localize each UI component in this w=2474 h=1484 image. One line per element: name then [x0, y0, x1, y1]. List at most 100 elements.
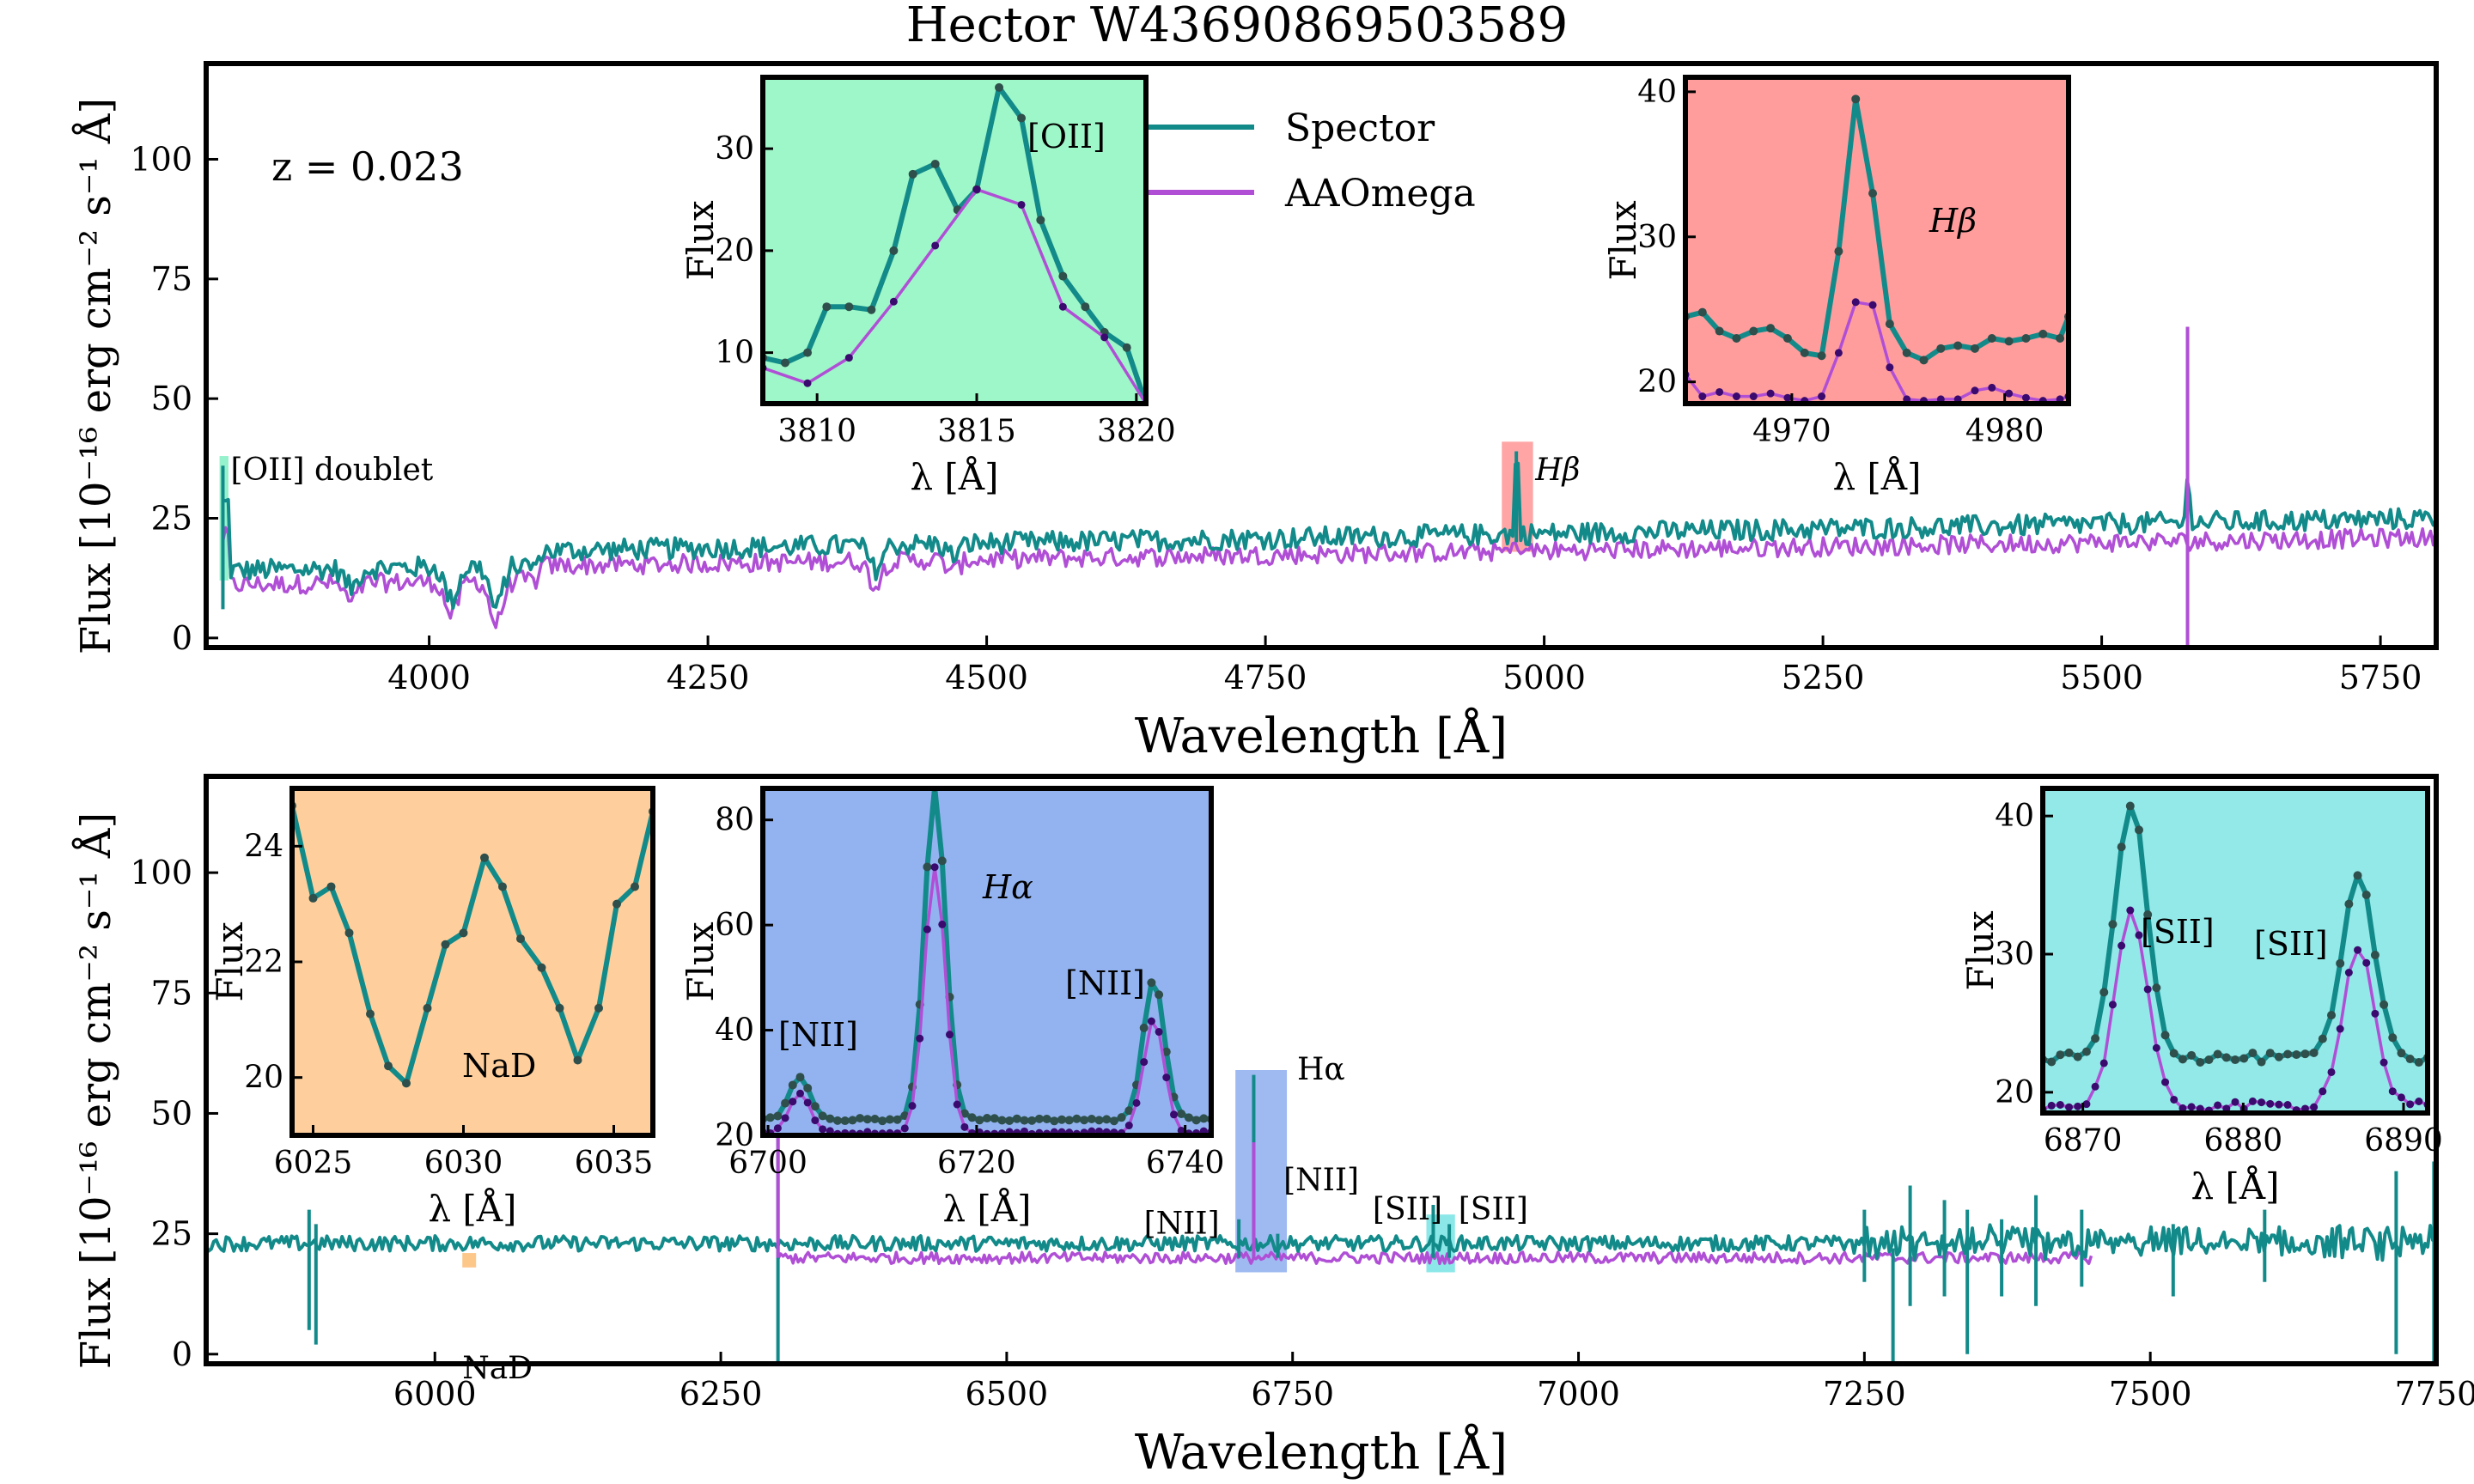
- inset-hbeta-aaomega-point: [1818, 392, 1826, 401]
- inset-sii-frame: [2040, 786, 2430, 1116]
- inset-sii-spector-point: [2196, 1057, 2205, 1067]
- top-panel-ytick-label: 25: [151, 500, 192, 538]
- bottom-panel-xtick-label: 6500: [966, 1375, 1049, 1413]
- inset-halpha-spector-point: [975, 1116, 984, 1125]
- inset-nad-spector-point: [573, 1055, 582, 1065]
- inset-nad-label: NaD: [462, 1047, 536, 1085]
- inset-halpha-xtick-label: 6700: [728, 1146, 807, 1181]
- inset-sii-aaomega-point: [2187, 1103, 2196, 1111]
- inset-sii-spector-point: [2397, 1049, 2406, 1058]
- inset-hbeta-spector-point: [2004, 337, 2014, 346]
- inset-oii-spector-point: [889, 246, 899, 255]
- inset-hbeta-spector-point: [1732, 334, 1741, 343]
- nad-highlight: [462, 1253, 477, 1268]
- inset-halpha-spector-point: [1020, 1116, 1029, 1125]
- inset-nad-spector-point: [326, 882, 336, 891]
- top-panel-ytick-label: 50: [151, 380, 192, 417]
- inset-sii-spector-point: [2047, 1057, 2057, 1067]
- inset-hbeta-aaomega-point: [1698, 392, 1707, 401]
- top-panel-ytick-label: 100: [130, 140, 192, 178]
- inset-hbeta-aaomega-point: [1783, 393, 1792, 402]
- inset-sii-aaomega-point: [2135, 931, 2143, 940]
- top-panel-ytick-label: 0: [172, 619, 192, 657]
- inset-halpha-spector-point: [773, 1111, 783, 1121]
- inset-oii-frame: [760, 75, 1149, 406]
- inset-halpha-spector-point: [1155, 990, 1164, 1000]
- inset-oii-spector-point: [1036, 216, 1045, 225]
- inset-oii-background: [763, 77, 1146, 404]
- inset-halpha-spector-point: [1117, 1113, 1126, 1122]
- inset-sii-spector-point: [2248, 1049, 2258, 1058]
- inset-nad-spector-point: [594, 1003, 603, 1013]
- bottom-panel-ytick-label: 0: [172, 1335, 192, 1373]
- inset-halpha-spector-point: [1161, 1047, 1171, 1056]
- inset-sii-aaomega-point: [2310, 1103, 2319, 1111]
- inset-halpha-spector-point: [1147, 978, 1156, 988]
- inset-halpha-ylabel: Flux: [679, 921, 722, 1002]
- inset-sii-aaomega-point: [2143, 985, 2152, 994]
- inset-halpha: 6700 6720 6740 20 40 60 80 λ [Å] Flux [NII] Hα [NII…: [679, 786, 1224, 1230]
- inset-halpha-spector-point: [765, 1113, 775, 1122]
- inset-sii-aaomega-point: [2126, 906, 2135, 915]
- inset-halpha-spector-point: [818, 1111, 827, 1121]
- inset-sii-spector-point: [2213, 1049, 2222, 1059]
- inset-sii-aaomega-point: [2397, 1093, 2405, 1102]
- inset-halpha-spector-point: [1027, 1116, 1037, 1125]
- top-panel-ytick-label: 75: [151, 260, 192, 298]
- inset-sii-spector-point: [2283, 1049, 2293, 1059]
- inset-sii-aaomega-point: [2336, 1025, 2344, 1033]
- inset-sii-xlabel: λ [Å]: [2191, 1165, 2279, 1207]
- label-nii-right-main: [NII]: [1283, 1163, 1359, 1198]
- inset-halpha-spector-point: [960, 1109, 969, 1118]
- inset-sii-spector-point: [2099, 988, 2109, 997]
- inset-oii-aaomega-point: [889, 297, 898, 306]
- inset-hbeta-aaomega-point: [1988, 383, 1996, 392]
- inset-sii-ylabel: Flux: [1959, 910, 2002, 991]
- inset-halpha-spector-point: [990, 1114, 999, 1123]
- inset-sii-label-right: [SII]: [2254, 925, 2328, 963]
- inset-hbeta-aaomega-point: [1749, 392, 1758, 401]
- inset-nad-background: [292, 788, 653, 1135]
- inset-nad-spector-point: [516, 934, 525, 944]
- inset-sii-spector-point: [2336, 958, 2345, 968]
- inset-nad-xtick-label: 6035: [575, 1146, 654, 1181]
- inset-halpha-spector-point: [1087, 1115, 1096, 1124]
- inset-hbeta-aaomega-point: [1715, 387, 1724, 396]
- inset-hbeta-xtick-label: 4970: [1752, 414, 1831, 449]
- inset-halpha-spector-point: [1199, 1114, 1209, 1123]
- inset-oii-xtick-label: 3820: [1097, 414, 1176, 449]
- inset-nad: 6025 6030 6035 20 22 24 λ [Å] Flux NaD: [209, 786, 655, 1230]
- inset-halpha-spector-point: [1034, 1114, 1044, 1123]
- inset-hbeta-spector-point: [1885, 319, 1894, 329]
- inset-oii-spector-point: [930, 159, 940, 168]
- inset-oii-spector-point: [995, 82, 1004, 92]
- redshift-annotation: z = 0.023: [271, 143, 464, 190]
- inset-oii-data: [763, 82, 1146, 404]
- label-nad-main: NaD: [462, 1351, 533, 1386]
- inset-sii-spector-point: [2388, 1033, 2398, 1043]
- bottom-panel-xtick-label: 6000: [393, 1375, 477, 1413]
- inset-sii-aaomega-point: [2344, 968, 2353, 976]
- inset-halpha-aaomega-point: [1155, 1028, 1163, 1037]
- inset-sii-spector-point: [2169, 1049, 2178, 1058]
- inset-hbeta-xlabel: λ [Å]: [1832, 455, 1921, 498]
- inset-halpha-aaomega-point: [1147, 1017, 1155, 1025]
- inset-halpha-spector-point: [967, 1113, 977, 1122]
- inset-sii-spector-point: [2143, 909, 2153, 919]
- inset-sii-xtick-label: 6870: [2044, 1123, 2123, 1159]
- inset-halpha-spector-point: [1184, 1113, 1193, 1122]
- top-panel-axes: 4000 4250 4500 4750 5000 5250 5500 5750 0 25 50 75 1…: [71, 98, 2422, 764]
- inset-halpha-spector-point: [1124, 1106, 1134, 1116]
- inset-halpha-spector-point: [803, 1084, 813, 1093]
- inset-hbeta-label: Hβ: [1929, 202, 1977, 240]
- inset-halpha-spector-point: [1109, 1116, 1118, 1126]
- inset-nad-ytick-label: 20: [244, 1061, 283, 1096]
- inset-oii-spector-point: [908, 169, 917, 179]
- inset-nad-spector-point: [366, 1009, 375, 1019]
- inset-sii-spector-point: [2353, 871, 2362, 880]
- inset-halpha-spector-point: [781, 1098, 790, 1108]
- inset-hbeta-aaomega-point: [2021, 393, 2030, 402]
- inset-oii-xtick-label: 3815: [937, 414, 1016, 449]
- inset-halpha-frame: [760, 786, 1214, 1138]
- inset-sii-spector-point: [2344, 899, 2354, 909]
